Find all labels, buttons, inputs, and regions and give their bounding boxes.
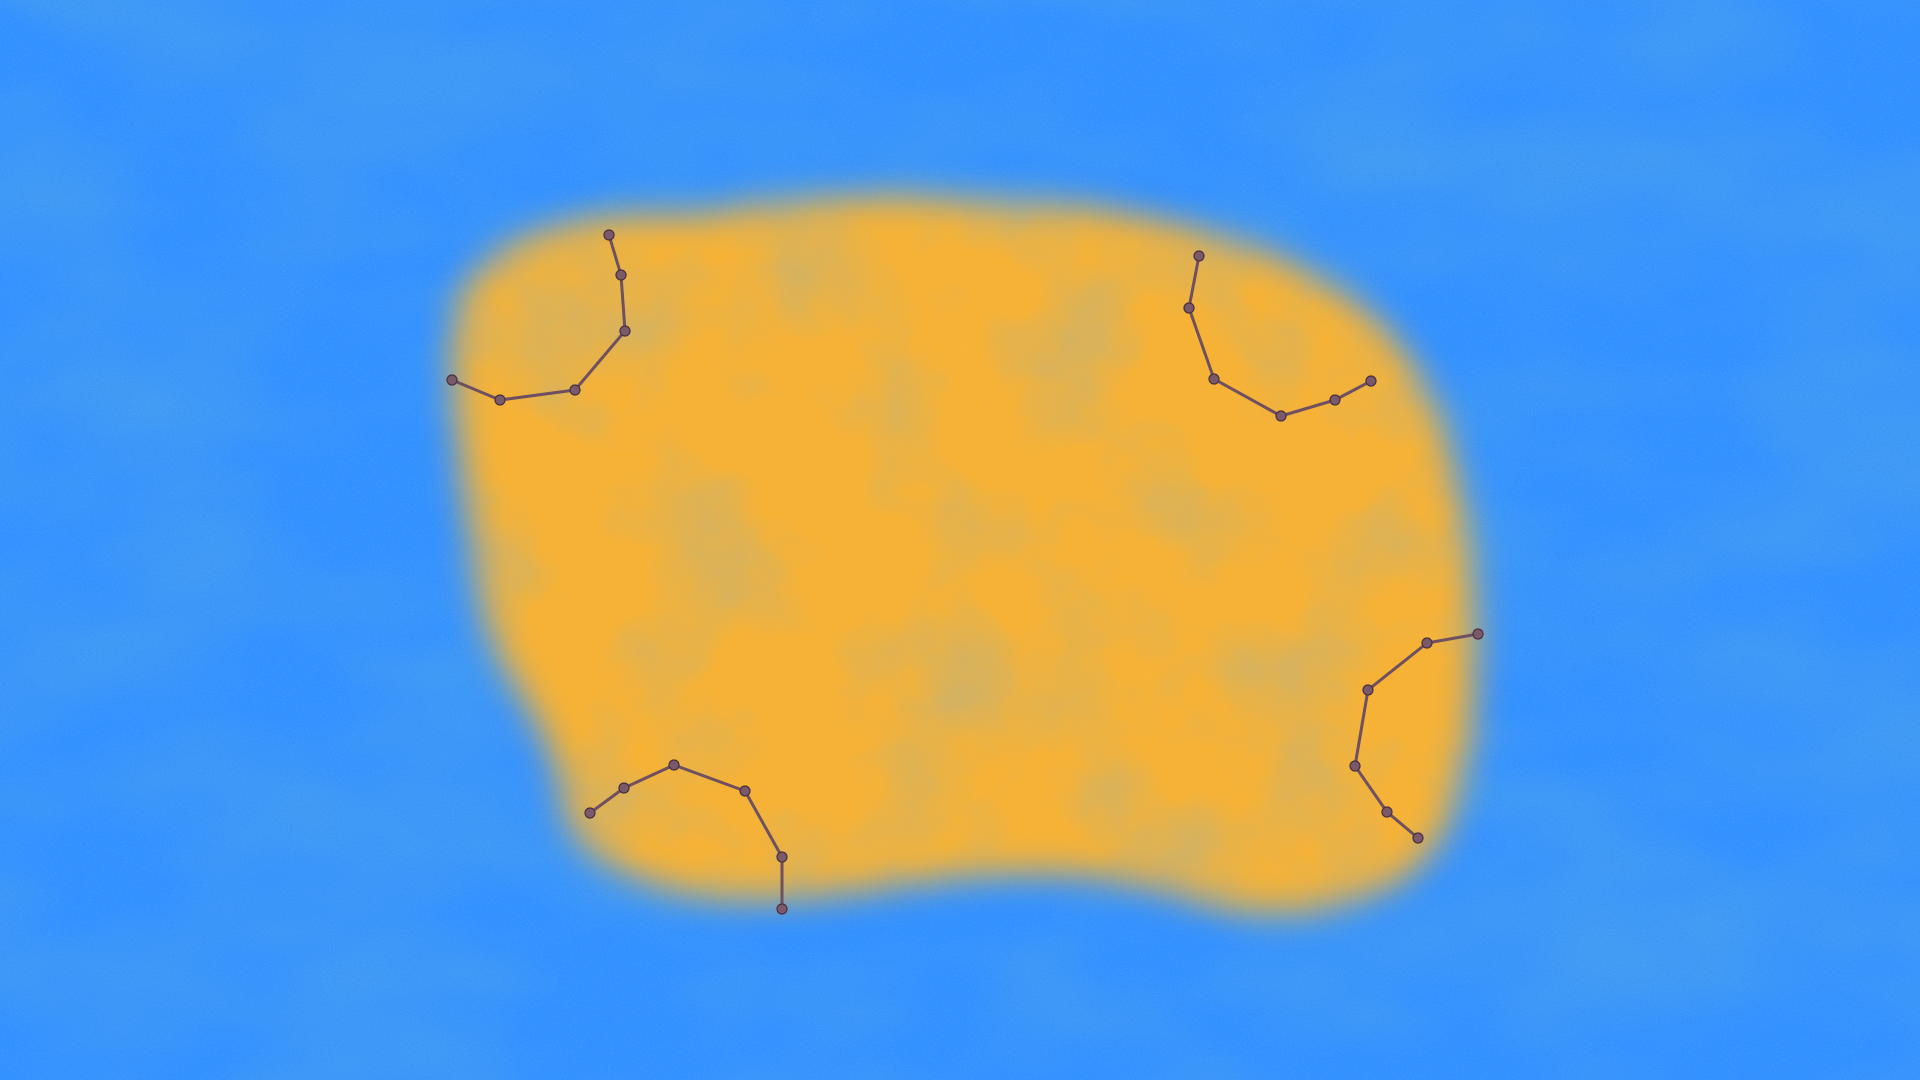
path-node[interactable] [1193, 250, 1205, 262]
path-node[interactable] [776, 903, 788, 915]
path-node[interactable] [1381, 806, 1393, 818]
path-node[interactable] [615, 269, 627, 281]
path-line [451, 234, 627, 402]
paths-layer [446, 229, 1484, 915]
path-node[interactable] [1421, 637, 1433, 649]
path-node[interactable] [618, 782, 630, 794]
path-node[interactable] [1275, 410, 1287, 422]
path-node[interactable] [1412, 832, 1424, 844]
path-line [589, 763, 784, 909]
path-node[interactable] [494, 394, 506, 406]
path-node[interactable] [1472, 628, 1484, 640]
path-node[interactable] [584, 807, 596, 819]
path-node[interactable] [1349, 760, 1361, 772]
path-node[interactable] [1362, 684, 1374, 696]
path-node[interactable] [603, 229, 615, 241]
path-node[interactable] [1365, 375, 1377, 387]
path-node[interactable] [446, 374, 458, 386]
path-node[interactable] [619, 325, 631, 337]
path-bottom-right[interactable] [1349, 628, 1484, 844]
path-node[interactable] [668, 759, 680, 771]
path-top-left[interactable] [446, 229, 631, 406]
path-node[interactable] [1183, 302, 1195, 314]
path-line [1187, 255, 1372, 418]
path-node[interactable] [776, 851, 788, 863]
path-top-right[interactable] [1183, 250, 1377, 422]
path-node[interactable] [739, 785, 751, 797]
path-node[interactable] [1329, 394, 1341, 406]
path-bottom-left[interactable] [584, 759, 788, 915]
path-node[interactable] [1208, 373, 1220, 385]
path-line [1353, 632, 1479, 840]
path-node[interactable] [569, 384, 581, 396]
